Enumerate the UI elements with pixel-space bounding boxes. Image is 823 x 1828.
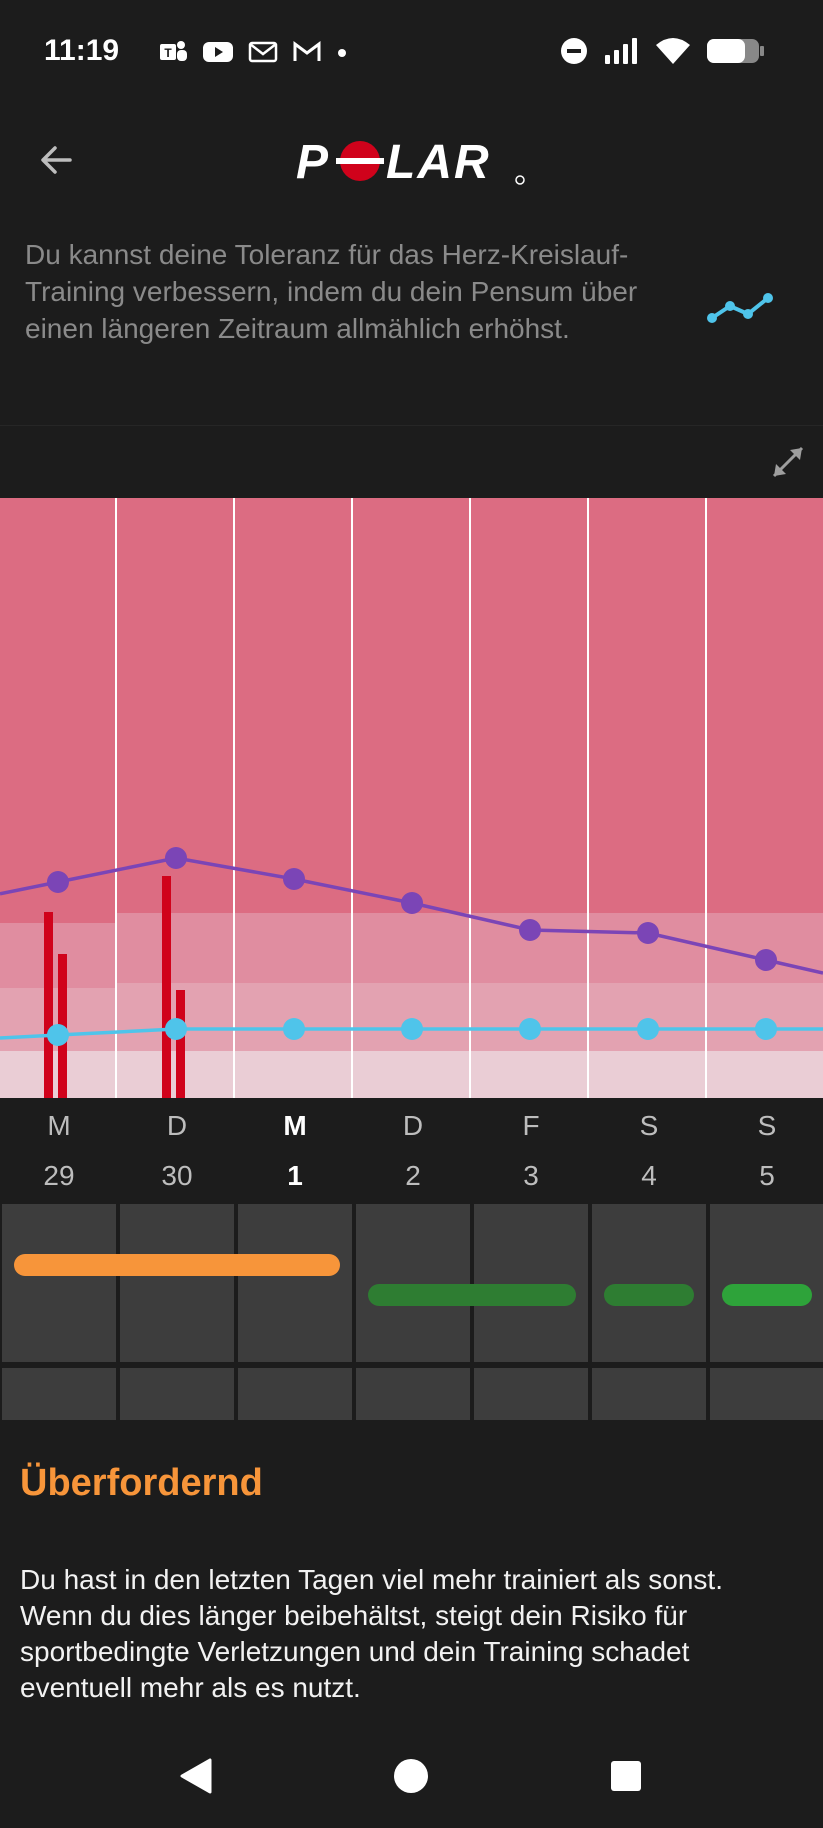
nav-recents-icon <box>611 1761 641 1791</box>
weekday-label: S <box>757 1110 777 1141</box>
purple-series-point <box>283 868 305 890</box>
nav-home-button[interactable] <box>381 1746 441 1806</box>
training-bar <box>44 912 53 1098</box>
day-label[interactable]: D 30 <box>118 1110 236 1192</box>
cyan-series-point <box>165 1018 187 1040</box>
date-label: 5 <box>759 1160 775 1191</box>
cyan-series-point <box>283 1018 305 1040</box>
purple-series-point <box>519 919 541 941</box>
trend-line-icon[interactable] <box>706 284 776 328</box>
divider <box>0 425 823 426</box>
training-bar <box>162 876 171 1098</box>
day-cell-footer[interactable] <box>474 1368 588 1420</box>
cyan-series-point <box>637 1018 659 1040</box>
status-bar: 11:19 T <box>0 0 823 104</box>
date-label: 29 <box>43 1160 75 1191</box>
purple-series-point <box>755 949 777 971</box>
do-not-disturb-icon <box>559 36 589 71</box>
day-cell[interactable] <box>474 1204 588 1362</box>
weekday-label: F <box>522 1110 540 1141</box>
day-cell-footer[interactable] <box>120 1368 234 1420</box>
date-label: 3 <box>523 1160 539 1191</box>
load-status-cells <box>0 1204 823 1420</box>
cyan-series-point <box>401 1018 423 1040</box>
nav-back-button[interactable] <box>166 1746 226 1806</box>
date-label: 4 <box>641 1160 657 1191</box>
teams-icon: T <box>158 38 188 71</box>
polar-logo: P LAR <box>296 136 526 189</box>
day-cell[interactable] <box>710 1204 823 1362</box>
productive-bar <box>722 1284 812 1306</box>
day-label[interactable]: M 29 <box>0 1110 118 1192</box>
nav-home-icon <box>394 1759 428 1793</box>
status-title: Überfordernd <box>20 1462 263 1504</box>
wifi-icon <box>655 37 691 70</box>
purple-series-point <box>637 922 659 944</box>
svg-text:T: T <box>164 46 172 60</box>
day-cell-footer[interactable] <box>2 1368 116 1420</box>
status-time: 11:19 <box>44 34 120 67</box>
day-cell-footer[interactable] <box>710 1368 823 1420</box>
battery-icon <box>705 36 765 71</box>
svg-text:LAR: LAR <box>386 136 491 186</box>
nav-recents-button[interactable] <box>596 1746 656 1806</box>
day-cell-footer[interactable] <box>356 1368 470 1420</box>
info-text: Du kannst deine Toleranz für das Herz-Kr… <box>25 239 638 344</box>
navigation-bar <box>0 1720 823 1828</box>
nav-back-icon <box>180 1758 212 1794</box>
day-cell-footer[interactable] <box>238 1368 352 1420</box>
day-cell[interactable] <box>592 1204 706 1362</box>
arrow-left-icon <box>41 146 72 174</box>
day-cell[interactable] <box>238 1204 352 1362</box>
day-labels: M 29 D 30 M 1 D 2 F 3 S 4 S 5 <box>0 1110 823 1210</box>
overreaching-bar <box>14 1254 340 1276</box>
day-cell[interactable] <box>356 1204 470 1362</box>
purple-series-point <box>401 892 423 914</box>
cyan-series-point <box>755 1018 777 1040</box>
youtube-icon <box>202 40 234 69</box>
dot-icon <box>336 46 348 64</box>
purple-series-point <box>165 847 187 869</box>
weekday-label: D <box>166 1110 188 1141</box>
day-cell-footer[interactable] <box>592 1368 706 1420</box>
cyan-series-point <box>519 1018 541 1040</box>
gmail-icon <box>292 40 322 69</box>
load-chart <box>0 498 823 1098</box>
weekday-label: M <box>47 1110 71 1141</box>
productive-bar <box>604 1284 694 1306</box>
day-cell[interactable] <box>2 1204 116 1362</box>
mail-icon <box>248 40 278 69</box>
date-label: 2 <box>405 1160 421 1191</box>
date-label: 1 <box>287 1160 303 1191</box>
back-button[interactable] <box>30 134 82 186</box>
date-label: 30 <box>161 1160 193 1191</box>
cyan-series-point <box>47 1024 69 1046</box>
productive-bar <box>368 1284 576 1306</box>
expand-icon[interactable] <box>766 440 810 484</box>
status-description: Du hast in den letzten Tagen viel mehr t… <box>20 1564 723 1703</box>
signal-icon <box>603 37 641 70</box>
zone-low <box>0 1051 823 1098</box>
weekday-label: S <box>639 1110 659 1141</box>
weekday-label: M <box>283 1110 307 1141</box>
purple-series-point <box>47 871 69 893</box>
svg-text:P: P <box>296 136 330 186</box>
weekday-label: D <box>402 1110 424 1141</box>
app-header: P LAR <box>0 104 823 216</box>
training-bar <box>176 990 185 1098</box>
day-cell[interactable] <box>120 1204 234 1362</box>
